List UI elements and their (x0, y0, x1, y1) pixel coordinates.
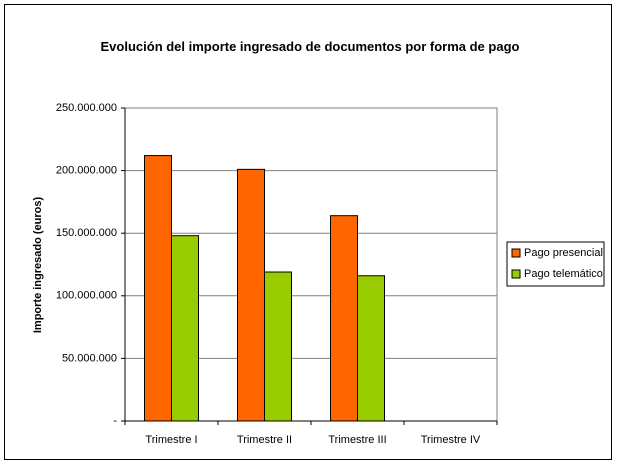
bar (171, 235, 199, 422)
y-tick-label: 250.000.000 (56, 102, 117, 114)
y-tick-label: 150.000.000 (56, 227, 117, 239)
legend-label: Pago telemático (524, 268, 603, 280)
bar (144, 155, 172, 422)
y-tick-label: 50.000.000 (62, 352, 117, 364)
legend-swatch (511, 269, 521, 279)
bar (264, 271, 292, 422)
x-tick-label: Trimestre II (237, 434, 292, 446)
y-axis-label: Importe ingresado (euros) (32, 197, 44, 334)
y-tick-label: - (113, 415, 117, 427)
bar (357, 275, 385, 422)
y-tick-label: 200.000.000 (56, 165, 117, 177)
bar (330, 215, 358, 422)
legend-label: Pago presencial (524, 247, 603, 259)
x-tick-label: Trimestre IV (421, 434, 481, 446)
x-tick-label: Trimestre I (145, 434, 197, 446)
legend-box (506, 241, 605, 287)
legend-swatch (511, 248, 521, 258)
y-tick-label: 100.000.000 (56, 290, 117, 302)
bar (237, 168, 265, 422)
x-tick-label: Trimestre III (328, 434, 386, 446)
chart-title: Evolución del importe ingresado de docum… (100, 39, 520, 54)
